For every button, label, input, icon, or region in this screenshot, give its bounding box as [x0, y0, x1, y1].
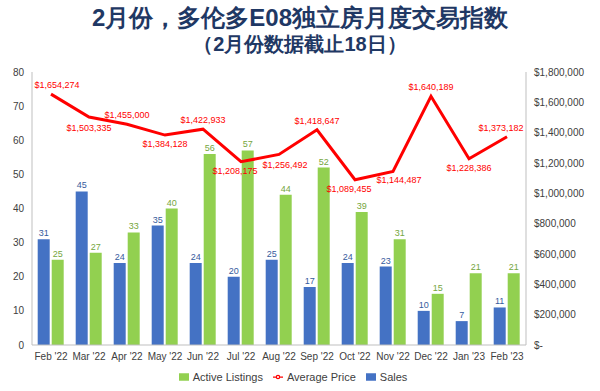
- svg-text:$1,089,455: $1,089,455: [326, 184, 371, 194]
- svg-text:$1,200,000: $1,200,000: [534, 158, 584, 169]
- svg-text:Jan '23: Jan '23: [453, 351, 485, 362]
- svg-text:31: 31: [39, 228, 49, 238]
- svg-text:Mar '22: Mar '22: [72, 351, 105, 362]
- html-text:（2月份数据截止18日）: （2月份数据截止18日）: [193, 33, 407, 55]
- svg-text:$1,422,933: $1,422,933: [180, 115, 225, 125]
- svg-text:0: 0: [18, 340, 24, 351]
- svg-text:24: 24: [115, 252, 125, 262]
- svg-text:Feb '22: Feb '22: [34, 351, 67, 362]
- svg-text:$800,000: $800,000: [534, 218, 576, 229]
- svg-text:$1,640,189: $1,640,189: [408, 82, 453, 92]
- svg-text:80: 80: [13, 67, 25, 78]
- svg-text:30: 30: [13, 237, 25, 248]
- svg-text:24: 24: [191, 252, 201, 262]
- svg-text:44: 44: [281, 184, 291, 194]
- svg-text:$1,144,487: $1,144,487: [376, 175, 421, 185]
- svg-text:60: 60: [13, 135, 25, 146]
- svg-text:$1,654,274: $1,654,274: [34, 80, 79, 90]
- svg-text:Jun '22: Jun '22: [187, 351, 219, 362]
- html-text:2月份，多伦多E08独立房月度交易指数: 2月份，多伦多E08独立房月度交易指数: [92, 4, 508, 31]
- svg-text:Jul '22: Jul '22: [227, 351, 256, 362]
- svg-text:21: 21: [509, 262, 519, 272]
- svg-text:$1,208,175: $1,208,175: [212, 166, 257, 176]
- svg-text:$1,800,000: $1,800,000: [534, 67, 584, 78]
- svg-text:33: 33: [129, 221, 139, 231]
- svg-text:Apr '22: Apr '22: [111, 351, 143, 362]
- svg-text:31: 31: [395, 228, 405, 238]
- svg-text:$1,000,000: $1,000,000: [534, 188, 584, 199]
- svg-text:$1,400,000: $1,400,000: [534, 127, 584, 138]
- svg-text:40: 40: [167, 198, 177, 208]
- svg-text:25: 25: [53, 249, 63, 259]
- svg-text:$1,228,386: $1,228,386: [446, 163, 491, 173]
- html-text:Active Listings: Active Listings: [192, 371, 263, 383]
- svg-text:39: 39: [357, 201, 367, 211]
- svg-text:45: 45: [77, 180, 87, 190]
- svg-text:23: 23: [381, 256, 391, 266]
- svg-text:Sep '22: Sep '22: [300, 351, 334, 362]
- svg-text:$200,000: $200,000: [534, 309, 576, 320]
- svg-text:$1,373,182: $1,373,182: [478, 123, 523, 133]
- svg-text:Oct '22: Oct '22: [339, 351, 371, 362]
- svg-text:$1,455,000: $1,455,000: [104, 110, 149, 120]
- svg-text:57: 57: [243, 139, 253, 149]
- svg-text:15: 15: [433, 283, 443, 293]
- svg-text:20: 20: [229, 266, 239, 276]
- svg-text:40: 40: [13, 203, 25, 214]
- svg-text:17: 17: [305, 276, 315, 286]
- svg-text:20: 20: [13, 271, 25, 282]
- svg-text:Nov '22: Nov '22: [376, 351, 410, 362]
- svg-text:$1,600,000: $1,600,000: [534, 97, 584, 108]
- html-text:Sales: Sales: [379, 371, 408, 383]
- svg-text:24: 24: [343, 252, 353, 262]
- svg-text:$1,384,128: $1,384,128: [142, 139, 187, 149]
- svg-text:52: 52: [319, 157, 329, 167]
- svg-text:$1,503,335: $1,503,335: [66, 123, 111, 133]
- svg-text:21: 21: [471, 262, 481, 272]
- svg-text:$400,000: $400,000: [534, 279, 576, 290]
- svg-text:Aug '22: Aug '22: [262, 351, 296, 362]
- html-text:Average Price: Average Price: [286, 371, 356, 383]
- svg-text:25: 25: [267, 249, 277, 259]
- svg-text:56: 56: [205, 143, 215, 153]
- svg-text:$1,256,492: $1,256,492: [262, 160, 307, 170]
- svg-text:70: 70: [13, 101, 25, 112]
- svg-text:35: 35: [153, 215, 163, 225]
- svg-text:11: 11: [495, 296, 504, 306]
- svg-text:$1,418,647: $1,418,647: [294, 116, 339, 126]
- svg-text:$-: $-: [534, 340, 543, 351]
- svg-text:Feb '23: Feb '23: [490, 351, 523, 362]
- svg-text:7: 7: [459, 310, 464, 320]
- svg-text:10: 10: [419, 300, 429, 310]
- svg-text:10: 10: [13, 305, 25, 316]
- svg-text:27: 27: [91, 242, 101, 252]
- svg-text:50: 50: [13, 169, 25, 180]
- svg-text:May '22: May '22: [148, 351, 183, 362]
- svg-text:Dec '22: Dec '22: [414, 351, 448, 362]
- svg-text:$600,000: $600,000: [534, 249, 576, 260]
